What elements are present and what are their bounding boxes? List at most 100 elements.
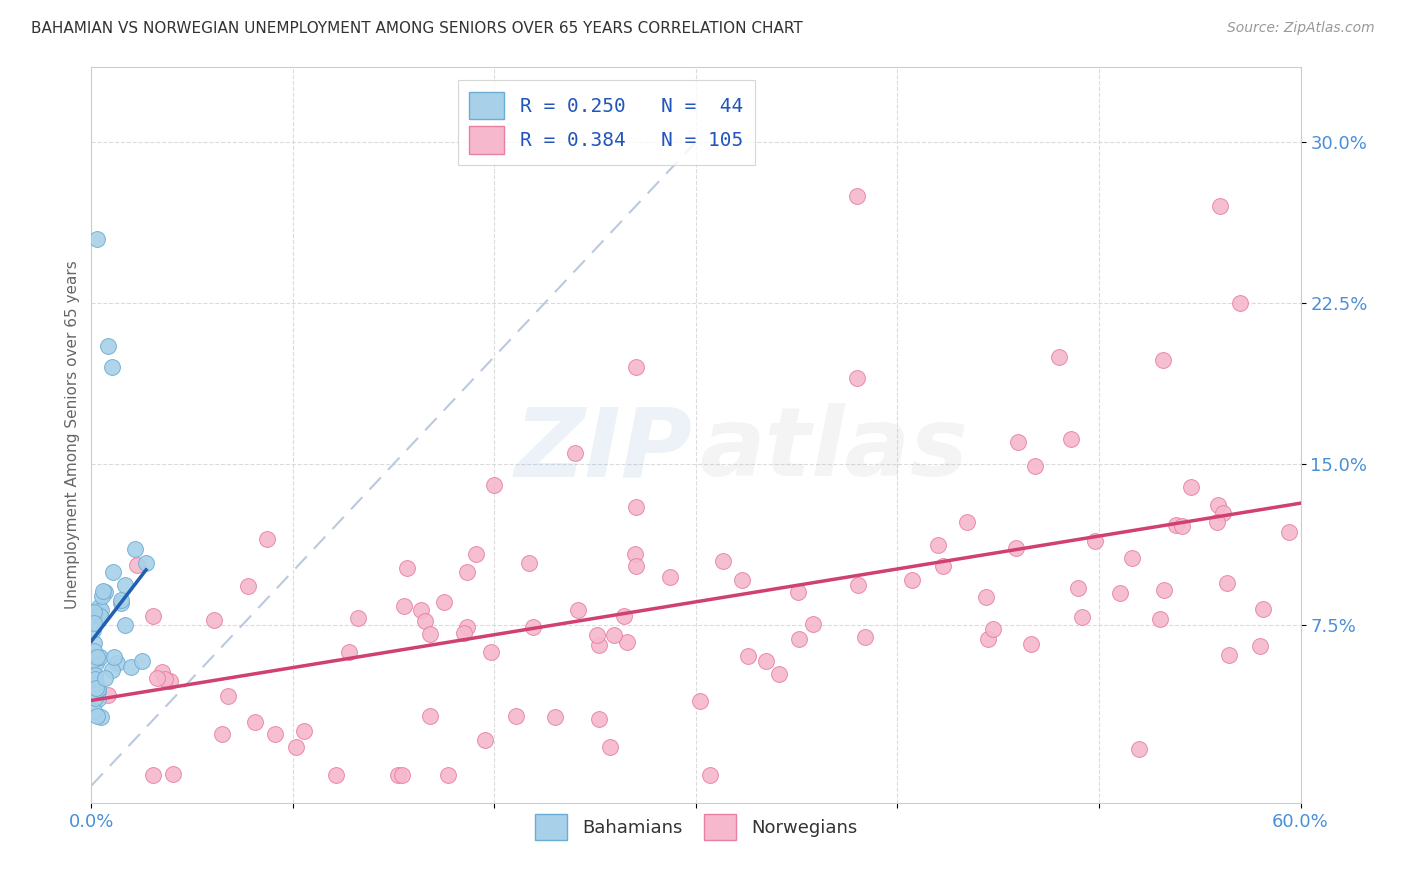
- Point: [846, 188, 869, 202]
- Point: [83, 677, 105, 691]
- Point: [162, 766, 184, 780]
- Point: [479, 644, 502, 658]
- Point: [87, 682, 110, 697]
- Point: [90, 710, 112, 724]
- Point: [100, 360, 122, 375]
- Point: [474, 733, 496, 747]
- Point: [786, 585, 808, 599]
- Point: [413, 614, 436, 628]
- Point: [83, 704, 105, 718]
- Point: [419, 626, 441, 640]
- Point: [484, 478, 506, 492]
- Point: [456, 565, 478, 579]
- Point: [1249, 639, 1271, 653]
- Point: [624, 500, 647, 514]
- Point: [103, 650, 125, 665]
- Point: [846, 371, 869, 385]
- Point: [94, 671, 117, 685]
- Point: [83, 644, 105, 658]
- Point: [87, 607, 110, 621]
- Point: [1180, 480, 1202, 494]
- Point: [1005, 541, 1028, 556]
- Point: [846, 577, 869, 591]
- Point: [1019, 637, 1042, 651]
- Point: [955, 515, 977, 529]
- Point: [1171, 519, 1194, 533]
- Point: [787, 632, 810, 647]
- Point: [114, 617, 136, 632]
- Point: [124, 541, 146, 556]
- Point: [613, 608, 636, 623]
- Point: [419, 708, 441, 723]
- Point: [409, 603, 432, 617]
- Point: [392, 599, 415, 613]
- Point: [82, 623, 104, 637]
- Text: BAHAMIAN VS NORWEGIAN UNEMPLOYMENT AMONG SENIORS OVER 65 YEARS CORRELATION CHART: BAHAMIAN VS NORWEGIAN UNEMPLOYMENT AMONG…: [31, 21, 803, 37]
- Point: [211, 727, 233, 741]
- Point: [517, 556, 540, 570]
- Point: [853, 630, 876, 644]
- Point: [1047, 350, 1070, 364]
- Point: [1108, 586, 1130, 600]
- Point: [588, 712, 610, 726]
- Point: [981, 622, 1004, 636]
- Point: [1209, 199, 1232, 213]
- Text: Source: ZipAtlas.com: Source: ZipAtlas.com: [1227, 21, 1375, 36]
- Point: [737, 648, 759, 663]
- Point: [1007, 435, 1029, 450]
- Point: [101, 664, 124, 678]
- Point: [1084, 534, 1107, 549]
- Point: [86, 709, 108, 723]
- Point: [325, 768, 347, 782]
- Point: [1121, 551, 1143, 566]
- Point: [1060, 432, 1083, 446]
- Point: [131, 654, 153, 668]
- Point: [564, 446, 586, 460]
- Text: ZIP: ZIP: [515, 403, 692, 496]
- Point: [437, 768, 460, 782]
- Point: [624, 547, 647, 561]
- Point: [658, 570, 681, 584]
- Point: [1216, 575, 1239, 590]
- Point: [699, 768, 721, 782]
- Point: [976, 632, 998, 646]
- Point: [755, 655, 778, 669]
- Point: [711, 553, 734, 567]
- Point: [150, 665, 173, 680]
- Point: [603, 628, 626, 642]
- Point: [238, 579, 260, 593]
- Point: [135, 556, 157, 570]
- Point: [1251, 602, 1274, 616]
- Point: [202, 613, 225, 627]
- Point: [87, 599, 110, 614]
- Point: [103, 566, 125, 580]
- Point: [91, 589, 114, 603]
- Point: [1153, 582, 1175, 597]
- Point: [86, 650, 108, 665]
- Point: [585, 628, 607, 642]
- Point: [84, 668, 107, 682]
- Point: [1164, 518, 1187, 533]
- Point: [256, 533, 278, 547]
- Point: [125, 558, 148, 573]
- Point: [84, 672, 107, 686]
- Point: [567, 603, 589, 617]
- Point: [292, 724, 315, 739]
- Point: [89, 608, 111, 623]
- Point: [453, 626, 475, 640]
- Point: [110, 593, 132, 607]
- Point: [689, 694, 711, 708]
- Point: [1024, 458, 1046, 473]
- Point: [347, 611, 370, 625]
- Point: [1278, 524, 1301, 539]
- Point: [599, 739, 621, 754]
- Point: [96, 339, 118, 353]
- Point: [114, 578, 136, 592]
- Point: [243, 714, 266, 729]
- Point: [86, 676, 108, 690]
- Point: [1229, 296, 1251, 310]
- Point: [91, 583, 114, 598]
- Point: [84, 681, 107, 695]
- Point: [901, 573, 924, 587]
- Point: [974, 591, 997, 605]
